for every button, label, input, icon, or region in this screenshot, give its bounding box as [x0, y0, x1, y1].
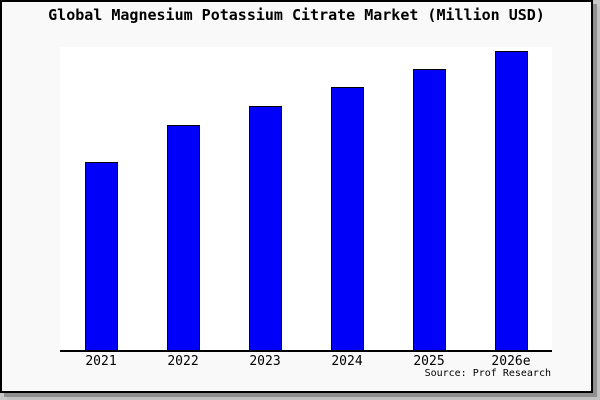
bar-2023 [248, 106, 282, 350]
plot-area [60, 47, 552, 352]
x-tick-label-2021: 2021 [85, 354, 117, 369]
bar-slot-2021 [60, 47, 142, 350]
x-axis-tick-labels: 2021 2022 2023 2024 2025 2026e [60, 354, 552, 369]
x-tick-label-2022: 2022 [167, 354, 199, 369]
bar-2024 [330, 87, 364, 350]
bar-slot-2023 [224, 47, 306, 350]
bar-2022 [166, 124, 200, 350]
bar-2021 [84, 162, 118, 350]
x-tick-label-2023: 2023 [249, 354, 281, 369]
x-tick-label-2026e: 2026e [491, 354, 531, 369]
bar-2025 [412, 69, 446, 350]
chart-figure: Global Magnesium Potassium Citrate Marke… [0, 0, 593, 393]
bar-2026e [494, 50, 528, 350]
x-tick-label-2025: 2025 [413, 354, 445, 369]
bar-slot-2026e [470, 47, 552, 350]
bar-slot-2022 [142, 47, 224, 350]
bar-slot-2025 [388, 47, 470, 350]
bars-container [60, 47, 552, 350]
bar-slot-2024 [306, 47, 388, 350]
chart-title: Global Magnesium Potassium Citrate Marke… [48, 6, 545, 24]
x-tick-label-2024: 2024 [331, 354, 363, 369]
source-credit: Source: Prof Research [424, 368, 551, 379]
